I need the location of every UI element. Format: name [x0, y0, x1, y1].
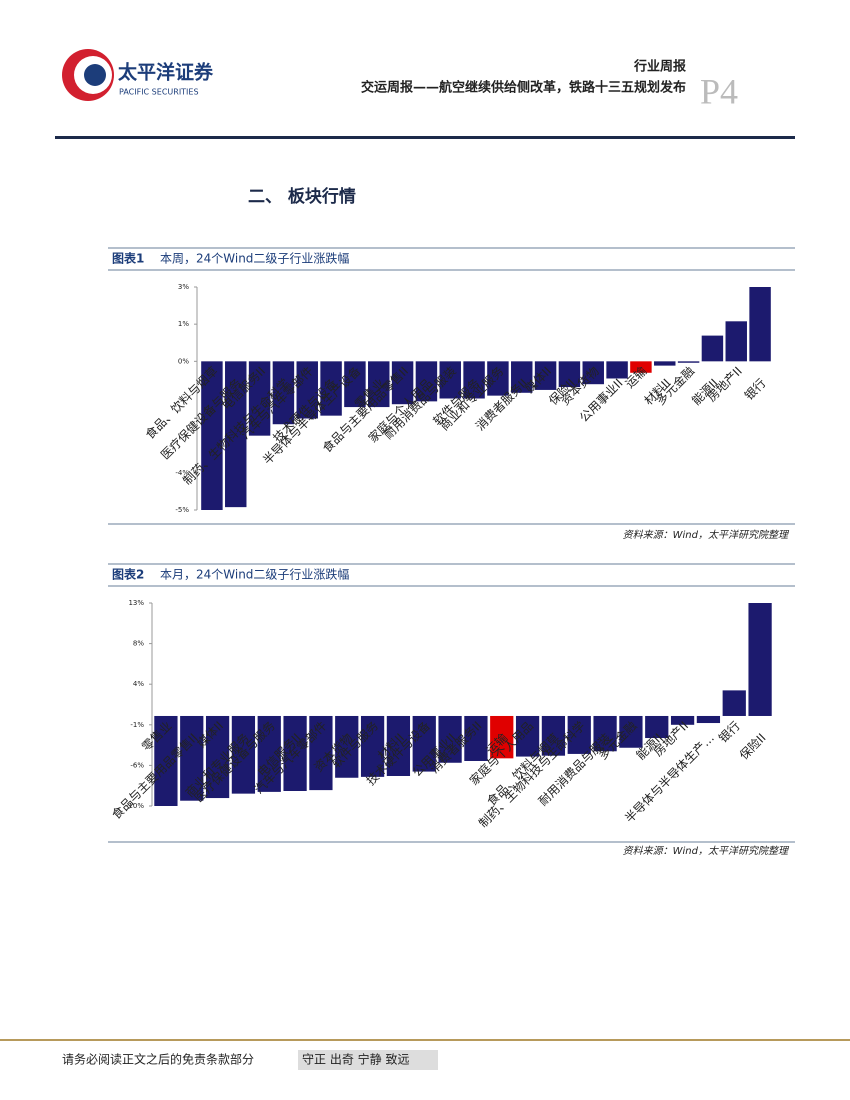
bar: [464, 715, 488, 761]
logo-en: PACIFIC SECURITIES: [119, 88, 199, 97]
logo-core: [84, 64, 106, 86]
bar: [670, 715, 695, 725]
y-tick-label: -1%: [130, 721, 144, 729]
bar: [386, 715, 411, 776]
y-tick-label: -6%: [130, 761, 144, 769]
chart-source: 资料来源：Wind，太平洋研究院整理: [623, 529, 790, 541]
bar: [606, 361, 628, 379]
bar: [677, 361, 700, 363]
footer-disclaimer: 请务必阅读正文之后的免责条款部分: [62, 1052, 254, 1067]
y-tick-label: 3%: [178, 283, 189, 291]
logo-cn: 太平洋证券: [118, 61, 214, 84]
bar: [344, 361, 366, 408]
bar: [654, 361, 676, 366]
chart-source: 资料来源：Wind，太平洋研究院整理: [623, 845, 790, 857]
bar: [412, 715, 436, 772]
y-tick-label: 13%: [128, 599, 144, 607]
bar: [463, 361, 485, 399]
bar: [567, 715, 591, 754]
bar: [725, 321, 747, 362]
bar: [248, 361, 271, 436]
bar: [722, 690, 746, 716]
bar: [154, 715, 178, 806]
bar: [619, 715, 643, 748]
y-tick-label: -10%: [126, 802, 144, 810]
bar: [368, 361, 390, 408]
bar: [749, 287, 771, 362]
slogan-bg: [298, 1050, 438, 1070]
bar: [582, 361, 604, 385]
report-title: 交运周报——航空继续供给侧改革，铁路十三五规划发布: [361, 80, 686, 96]
bar: [645, 715, 669, 739]
bar: [415, 361, 438, 402]
bar: [283, 715, 307, 791]
y-tick-label: 8%: [133, 640, 144, 648]
y-tick-label: 4%: [133, 680, 144, 688]
y-tick-label: 1%: [178, 320, 189, 328]
header-rule: [55, 136, 795, 139]
y-tick-label: -4%: [175, 469, 189, 477]
bar: [296, 361, 318, 419]
bar: [696, 715, 721, 724]
y-tick-label: 0%: [178, 357, 189, 365]
chart-label: 图表1: [112, 251, 144, 266]
bar: [515, 715, 540, 757]
bar: [205, 715, 230, 799]
chart-label: 图表2: [112, 567, 144, 582]
bar: [320, 361, 342, 416]
chart-title: 本月，24个Wind二级子行业涨跌幅: [160, 567, 349, 582]
bar: [748, 603, 772, 716]
section-title: 二、 板块行情: [248, 186, 356, 207]
x-tick-label: 银行: [742, 376, 769, 403]
bar: [225, 361, 247, 508]
bar: [180, 715, 204, 801]
bar: [360, 715, 385, 777]
report-type: 行业周报: [633, 59, 687, 75]
bar: [309, 715, 333, 791]
bar: [231, 715, 256, 794]
footer-rule: [0, 1039, 850, 1041]
bar: [201, 361, 223, 510]
x-tick-label: 保险II: [736, 730, 769, 763]
bar: [630, 361, 652, 373]
bar: [558, 361, 581, 388]
bar: [257, 715, 281, 792]
bar: [272, 361, 295, 425]
bar: [511, 361, 533, 393]
bar: [490, 715, 514, 759]
bar: [335, 715, 359, 778]
bar: [541, 715, 566, 756]
bar: [593, 715, 617, 752]
bar: [487, 361, 509, 396]
chart-title: 本周，24个Wind二级子行业涨跌幅: [160, 251, 349, 266]
bar: [534, 361, 557, 390]
bar: [701, 335, 724, 362]
y-tick-label: -5%: [175, 506, 189, 514]
page-number: P4: [700, 71, 738, 111]
footer-slogan: 守正 出奇 宁静 致远: [302, 1052, 409, 1067]
bar: [439, 361, 461, 399]
bar: [391, 361, 414, 405]
bar: [438, 715, 462, 763]
